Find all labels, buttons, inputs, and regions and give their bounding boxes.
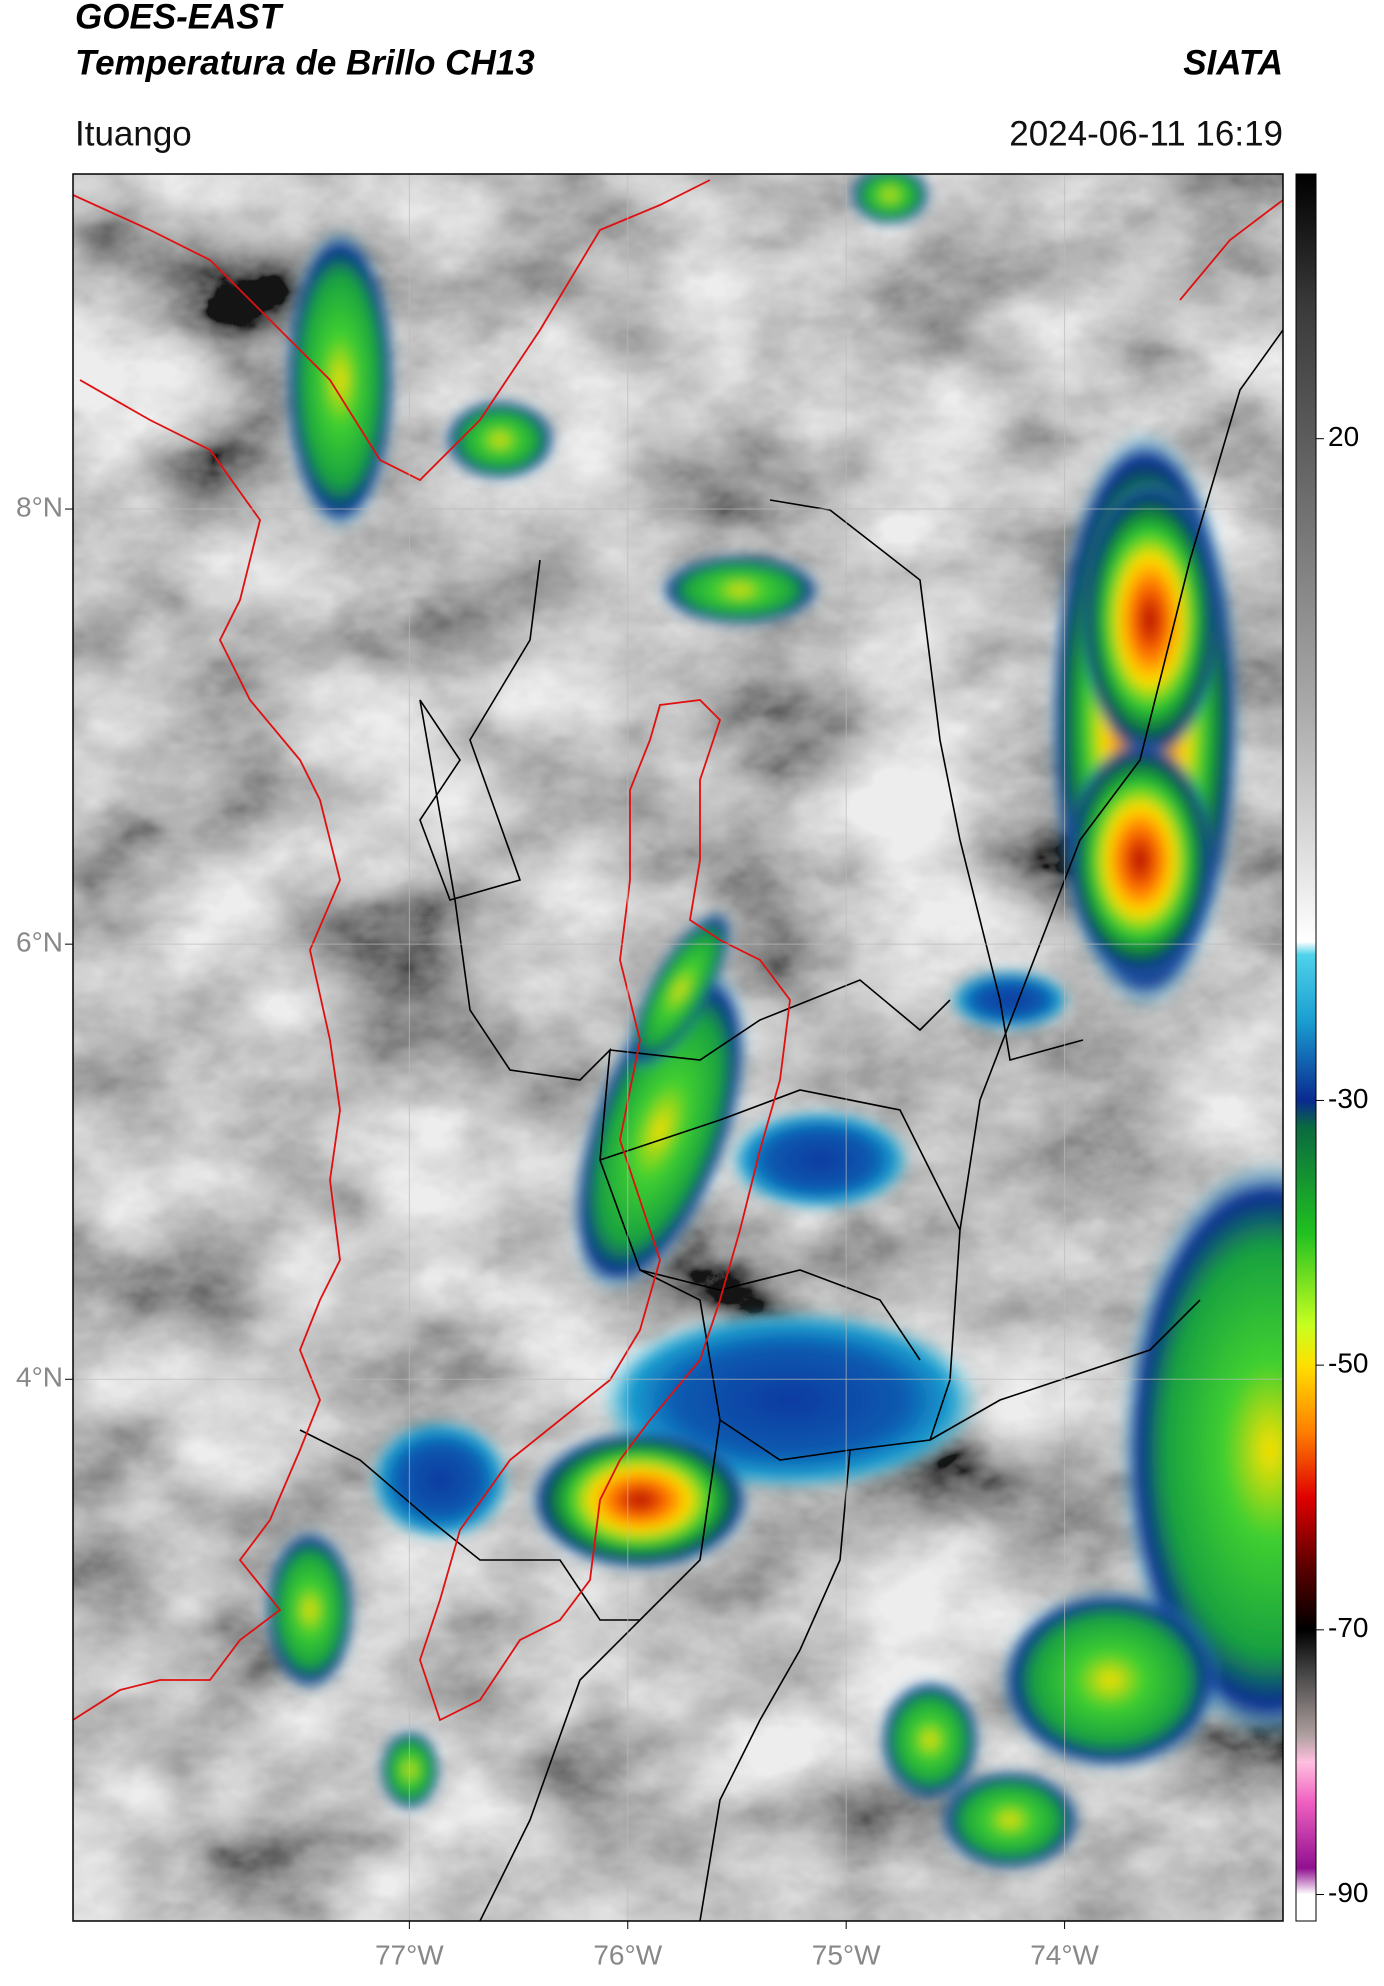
storm-cells — [265, 174, 1283, 1870]
colorbar: 20 -30 -50 -70 -90 — [1295, 173, 1368, 1922]
y-tick-label: 8°N — [16, 491, 63, 522]
graticule — [73, 174, 1283, 1921]
x-tick-label: 75°W — [812, 1939, 881, 1970]
colorbar-tick-label: -70 — [1328, 1612, 1368, 1643]
title: GOES-EAST — [75, 0, 284, 36]
subtitle: Temperatura de Brillo CH13 — [75, 43, 535, 82]
source: SIATA — [1183, 43, 1283, 82]
x-tick-label: 77°W — [375, 1939, 444, 1970]
colorbar-tick-label: -50 — [1328, 1348, 1368, 1379]
satellite-image — [73, 174, 1283, 1921]
datetime: 2024-06-11 16:19 — [1009, 114, 1283, 153]
coastline-and-basin — [73, 179, 1283, 1722]
colorbar-tick-label: 20 — [1328, 421, 1359, 452]
colorbar-tick-label: -30 — [1328, 1083, 1368, 1114]
admin-borders — [299, 329, 1283, 1921]
x-tick-label: 74°W — [1030, 1939, 1099, 1970]
y-tick-label: 4°N — [16, 1362, 63, 1393]
y-tick-label: 6°N — [16, 927, 63, 958]
colorbar-tick-label: -90 — [1328, 1877, 1368, 1908]
colorbar-scale — [1295, 173, 1317, 1922]
x-tick-label: 76°W — [593, 1939, 662, 1970]
map-frame — [72, 173, 1284, 1922]
location: Ituango — [75, 114, 192, 153]
